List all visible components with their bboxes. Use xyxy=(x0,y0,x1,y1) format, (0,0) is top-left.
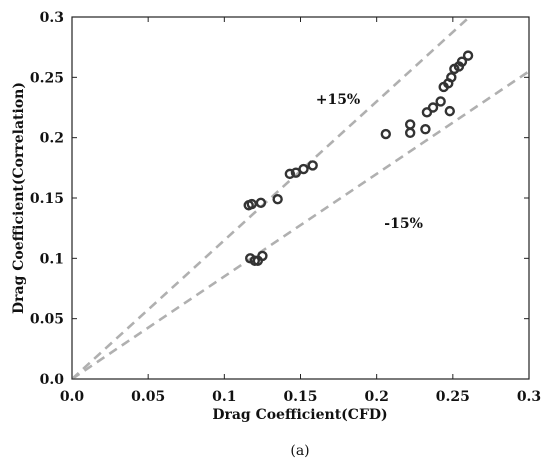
data-point xyxy=(298,163,309,175)
data-points xyxy=(243,50,474,266)
reference-line-label: +15% xyxy=(316,92,361,108)
data-point xyxy=(446,72,457,83)
data-point xyxy=(444,105,455,117)
x-tick-label: 0.0 xyxy=(60,389,85,405)
data-point xyxy=(255,197,267,209)
x-tick-label: 0.2 xyxy=(364,389,388,405)
x-tick-label: 0.25 xyxy=(436,389,470,405)
figure-caption: (a) xyxy=(290,443,309,459)
y-tick-label: 0.2 xyxy=(40,131,64,147)
x-tick-label: 0.1 xyxy=(212,389,236,405)
reference-lines xyxy=(72,17,529,379)
data-point xyxy=(246,198,257,210)
reference-line xyxy=(72,17,471,379)
y-tick-label: 0.25 xyxy=(30,70,64,86)
data-point xyxy=(404,127,416,139)
y-tick-label: 0.05 xyxy=(30,312,64,328)
x-axis-label: Drag Coefficient(CFD) xyxy=(212,407,387,423)
x-axis-ticks: 0.0 0.05 0.1 0.15 0.2 0.25 0.3 xyxy=(60,17,541,405)
y-tick-label: 0.0 xyxy=(40,372,65,388)
data-point xyxy=(404,119,416,130)
data-point xyxy=(307,160,318,171)
data-point xyxy=(427,102,439,113)
y-axis-ticks: 0.0 0.05 0.1 0.15 0.2 0.25 0.3 xyxy=(30,10,529,388)
x-tick-label: 0.05 xyxy=(131,389,165,405)
data-point xyxy=(435,96,446,107)
x-tick-label: 0.15 xyxy=(283,389,317,405)
y-tick-label: 0.3 xyxy=(40,10,64,26)
reference-line xyxy=(72,70,529,379)
reference-line-labels: +15% -15% xyxy=(316,92,423,232)
data-point xyxy=(257,250,268,262)
y-axis-label: Drag Coefficient(Correlation) xyxy=(11,82,27,314)
y-tick-label: 0.15 xyxy=(30,191,64,207)
reference-line-label: -15% xyxy=(384,216,423,232)
data-point xyxy=(284,168,296,180)
data-point xyxy=(421,107,433,118)
data-point xyxy=(380,128,392,140)
y-tick-label: 0.1 xyxy=(40,251,64,267)
data-point xyxy=(456,56,468,67)
data-point xyxy=(420,124,431,135)
x-tick-label: 0.3 xyxy=(517,389,541,405)
data-point xyxy=(272,194,283,205)
data-point xyxy=(462,50,474,61)
